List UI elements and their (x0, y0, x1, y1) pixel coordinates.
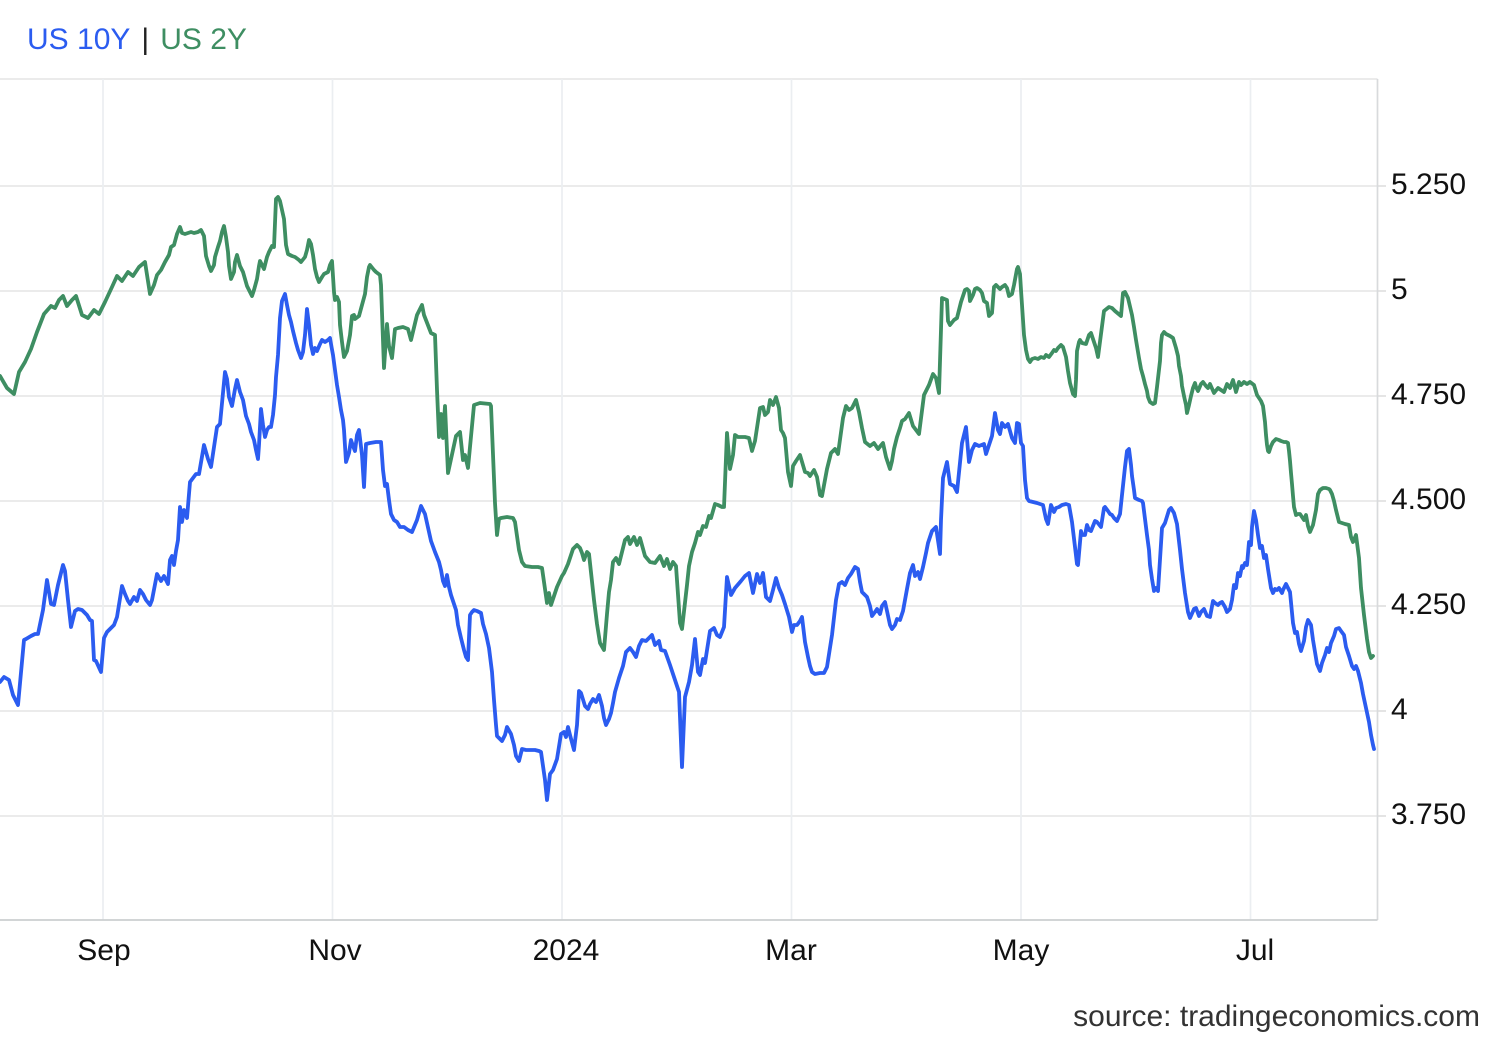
svg-text:Nov: Nov (308, 934, 361, 967)
svg-text:4.750: 4.750 (1391, 378, 1466, 411)
svg-text:Mar: Mar (765, 934, 817, 967)
svg-text:5.250: 5.250 (1391, 168, 1466, 201)
svg-text:Jul: Jul (1236, 934, 1274, 967)
svg-text:May: May (993, 934, 1050, 967)
svg-text:4.250: 4.250 (1391, 588, 1466, 621)
svg-text:2024: 2024 (533, 934, 600, 967)
svg-text:5: 5 (1391, 273, 1408, 306)
svg-text:3.750: 3.750 (1391, 798, 1466, 831)
svg-text:4: 4 (1391, 693, 1408, 726)
svg-text:4.500: 4.500 (1391, 483, 1466, 516)
svg-text:Sep: Sep (77, 934, 130, 967)
